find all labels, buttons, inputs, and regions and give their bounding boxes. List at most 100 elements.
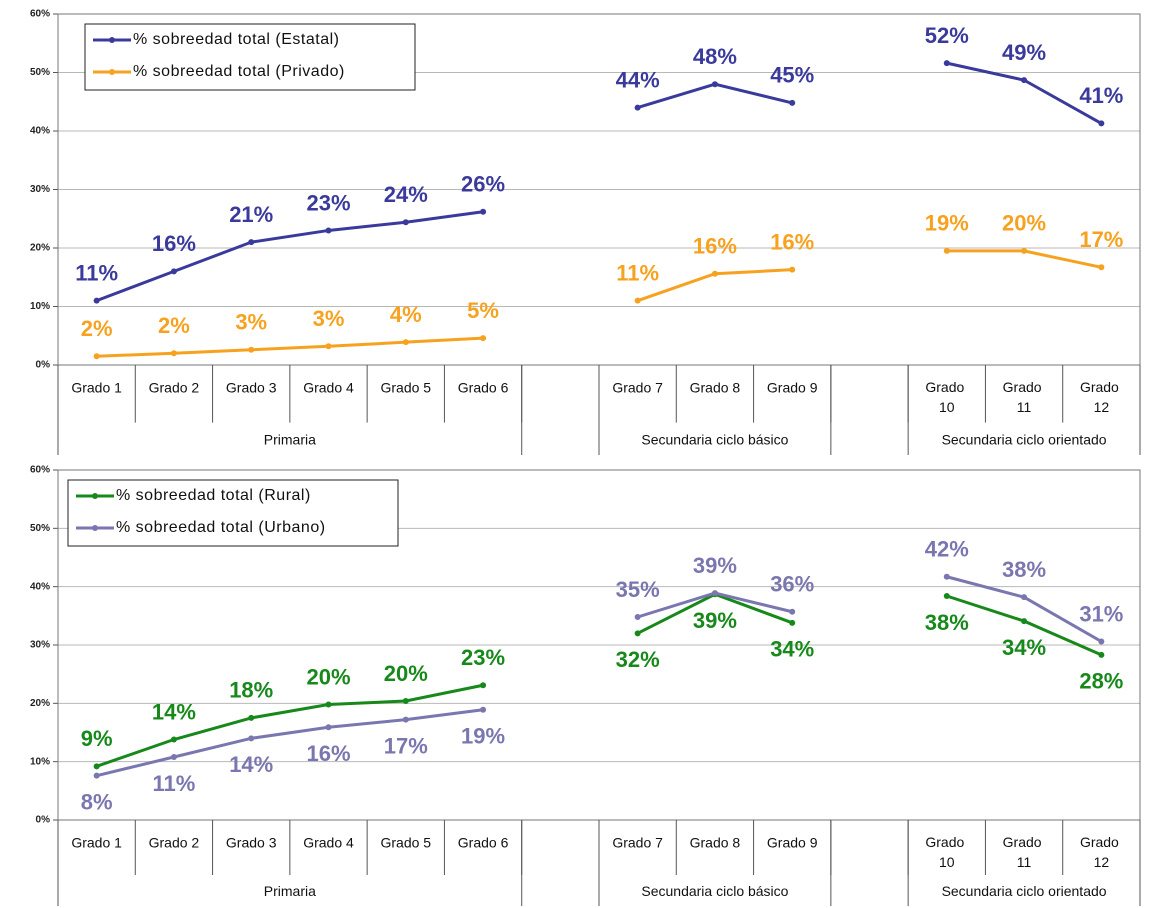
data-label: 31% — [1079, 601, 1123, 626]
point — [480, 682, 487, 689]
series-line — [96, 336, 484, 358]
point — [170, 736, 177, 743]
data-label: 5% — [467, 298, 499, 323]
x-tick-label: Grado 2 — [149, 380, 200, 396]
legend-box — [84, 23, 416, 91]
point — [789, 99, 796, 106]
point — [1021, 618, 1028, 625]
x-tick-label: Grado 10 — [925, 379, 968, 415]
data-label: 38% — [1002, 557, 1046, 582]
x-tick-label: Grado 12 — [1080, 834, 1123, 870]
legend-label: % sobreedad total (Urbano) — [116, 519, 326, 536]
point — [1098, 120, 1105, 127]
point — [325, 701, 332, 708]
point — [248, 735, 255, 742]
point — [711, 81, 718, 88]
group-label: Primaria — [264, 883, 316, 899]
x-tick-label: Grado 3 — [226, 380, 277, 396]
y-tick-label: 20% — [30, 243, 50, 254]
legend-marker — [109, 37, 115, 43]
data-label: 8% — [81, 789, 113, 814]
y-tick-label: 30% — [30, 640, 50, 651]
point — [943, 247, 950, 254]
point — [1021, 247, 1028, 254]
data-label: 17% — [1079, 227, 1123, 252]
data-label: 14% — [152, 699, 196, 724]
data-label: 28% — [1079, 669, 1123, 694]
point — [1098, 651, 1105, 658]
y-tick-label: 0% — [36, 815, 51, 826]
x-tick-label: Grado 3 — [226, 835, 277, 851]
series-line — [96, 210, 484, 303]
data-label: 17% — [384, 733, 428, 758]
x-tick-label: Grado 12 — [1080, 379, 1123, 415]
x-tick-label: Grado 1 — [71, 835, 122, 851]
point — [402, 716, 409, 723]
y-tick-label: 10% — [30, 756, 50, 767]
legend-label: % sobreedad total (Estatal) — [133, 31, 340, 48]
point — [93, 297, 100, 304]
point — [480, 706, 487, 713]
data-label: 16% — [770, 229, 814, 254]
y-tick-label: 60% — [30, 465, 50, 476]
legend-label: % sobreedad total (Rural) — [116, 487, 311, 504]
point — [480, 208, 487, 215]
data-label: 52% — [925, 23, 969, 48]
point — [789, 608, 796, 615]
point — [1098, 638, 1105, 645]
data-label: 24% — [384, 182, 428, 207]
data-label: 18% — [229, 678, 273, 703]
data-label: 3% — [235, 310, 267, 335]
data-label: 2% — [81, 316, 113, 341]
data-label: 3% — [313, 306, 345, 331]
x-tick-label: Grado 8 — [690, 380, 741, 396]
data-label: 19% — [925, 211, 969, 236]
data-label: 4% — [390, 302, 422, 327]
data-label: 11% — [616, 260, 659, 285]
data-label: 11% — [153, 771, 196, 796]
y-tick-label: 30% — [30, 184, 50, 195]
x-tick-label: Grado 5 — [380, 380, 431, 396]
point — [711, 270, 718, 277]
y-tick-label: 10% — [30, 301, 50, 312]
data-label: 39% — [693, 553, 737, 578]
series-line — [96, 708, 484, 778]
point — [1021, 594, 1028, 601]
x-tick-label: Grado 11 — [1003, 379, 1046, 415]
point — [402, 219, 409, 226]
data-label: 44% — [616, 67, 660, 92]
point — [170, 754, 177, 760]
legend-box — [67, 479, 399, 547]
data-label: 36% — [770, 572, 814, 597]
point — [402, 698, 409, 704]
point — [943, 593, 950, 599]
point — [634, 614, 641, 620]
x-tick-label: Grado 10 — [925, 834, 968, 870]
group-label: Secundaria ciclo básico — [641, 432, 788, 448]
data-label: 16% — [152, 231, 196, 256]
data-label: 23% — [306, 190, 350, 215]
data-label: 16% — [693, 234, 737, 259]
data-label: 14% — [229, 752, 273, 777]
x-tick-label: Grado 7 — [612, 380, 663, 396]
group-label: Primaria — [264, 432, 316, 448]
y-tick-label: 0% — [36, 360, 51, 371]
x-tick-label: Grado 5 — [380, 835, 431, 851]
group-label: Secundaria ciclo básico — [641, 883, 788, 899]
point — [402, 339, 409, 346]
data-label: 21% — [229, 202, 273, 227]
y-tick-label: 50% — [30, 523, 50, 534]
x-tick-label: Grado 8 — [690, 835, 741, 851]
legend-marker — [109, 69, 115, 75]
data-label: 2% — [158, 313, 190, 338]
data-label: 16% — [306, 741, 350, 766]
data-label: 26% — [461, 172, 505, 197]
point — [93, 763, 100, 770]
point — [943, 573, 950, 580]
legend-label: % sobreedad total (Privado) — [133, 63, 345, 80]
point — [325, 724, 332, 731]
data-label: 48% — [693, 44, 737, 69]
point — [789, 619, 796, 626]
x-tick-label: Grado 6 — [458, 380, 509, 396]
